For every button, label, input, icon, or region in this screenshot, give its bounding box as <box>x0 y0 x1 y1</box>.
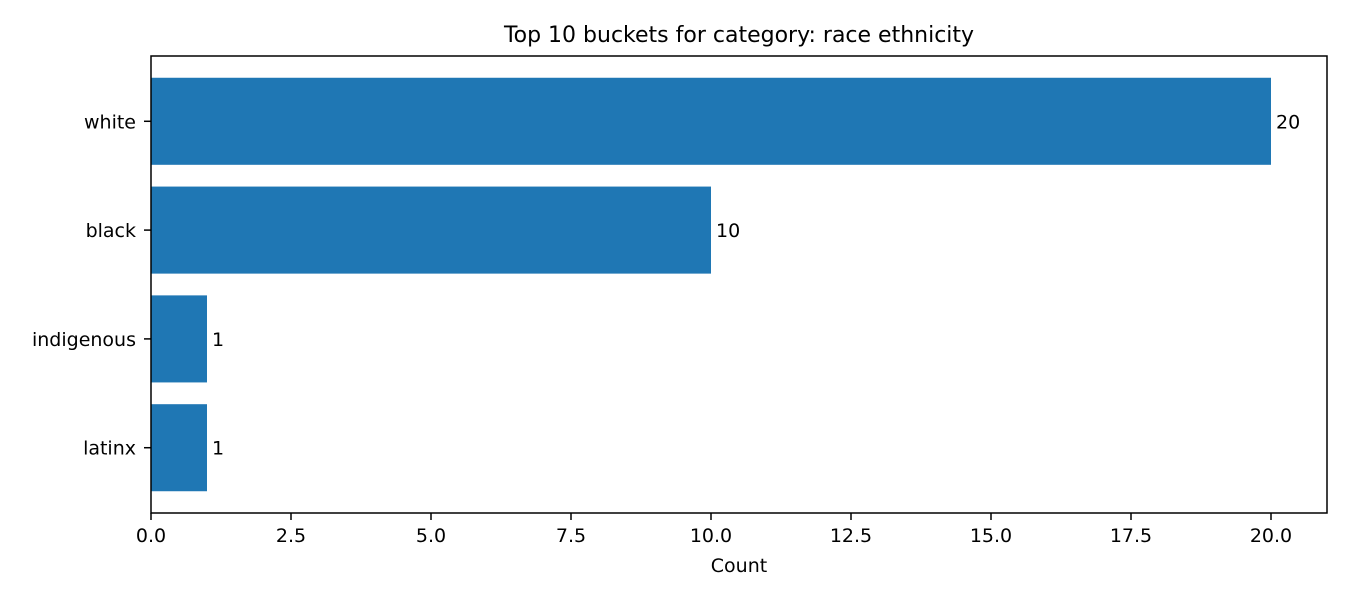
bar-white <box>151 77 1271 165</box>
plot-frame <box>150 55 1328 514</box>
bar-value-label: 10 <box>716 220 740 242</box>
bar-value-label: 1 <box>212 329 224 351</box>
x-axis-ticks: 0.0 2.5 5.0 7.5 10.0 12.5 15.0 17.5 20.0 <box>136 513 1292 547</box>
bars-layer: 20 10 1 1 <box>151 77 1300 492</box>
x-tick-label: 2.5 <box>276 525 306 547</box>
bar-latinx <box>151 404 207 492</box>
x-tick-label: 10.0 <box>690 525 732 547</box>
bar-value-label: 1 <box>212 438 224 460</box>
x-tick-label: 5.0 <box>416 525 446 547</box>
y-tick-label: white <box>84 111 136 133</box>
bar-value-label: 20 <box>1276 111 1300 133</box>
x-tick-label: 15.0 <box>970 525 1012 547</box>
y-tick-label: latinx <box>83 438 136 460</box>
chart-title: Top 10 buckets for category: race ethnic… <box>503 23 974 48</box>
x-tick-label: 12.5 <box>830 525 872 547</box>
y-tick-label: black <box>86 220 136 242</box>
x-tick-label: 20.0 <box>1250 525 1292 547</box>
y-axis-ticks: white black indigenous latinx <box>32 111 151 460</box>
x-tick-label: 7.5 <box>556 525 586 547</box>
y-tick-label: indigenous <box>32 329 136 351</box>
bar-black <box>151 186 711 274</box>
bar-indigenous <box>151 295 207 383</box>
x-tick-label: 0.0 <box>136 525 166 547</box>
x-tick-label: 17.5 <box>1110 525 1152 547</box>
x-axis-label: Count <box>711 555 767 577</box>
